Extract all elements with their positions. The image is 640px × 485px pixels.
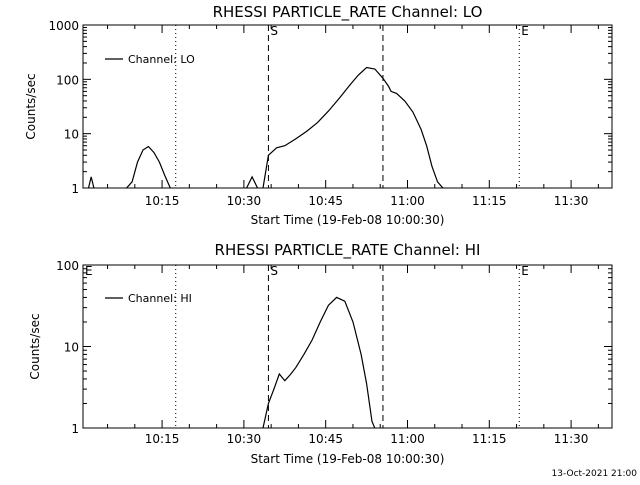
legend-label: Channel: HI	[128, 292, 192, 305]
x-axis-label-2: Start Time (19-Feb-08 10:00:30)	[251, 452, 445, 466]
series-line-channello	[126, 145, 171, 189]
x-tick-label: 11:15	[472, 194, 507, 208]
x-tick-label: 10:30	[227, 194, 262, 208]
marker-label: S	[270, 264, 278, 278]
footer-timestamp: 13-Oct-2021 21:00	[552, 469, 638, 479]
x-axis-label-1: Start Time (19-Feb-08 10:00:30)	[251, 213, 445, 227]
x-tick-label: 10:45	[308, 194, 343, 208]
marker-label: E	[521, 24, 529, 38]
y-axis-label-2: Counts/sec	[28, 313, 42, 379]
series-line-channelhi	[262, 296, 376, 429]
y-axis-label-1: Counts/sec	[24, 73, 38, 139]
plot-frame-2	[82, 264, 613, 429]
x-tick-label: 10:45	[308, 432, 343, 446]
chart-title-1: RHESSI PARTICLE_RATE Channel: LO	[213, 3, 483, 22]
series-line-channello	[87, 176, 95, 189]
series-line-channello	[262, 66, 444, 189]
x-tick-label: 11:30	[554, 194, 589, 208]
legend-label: Channel: LO	[128, 53, 195, 66]
marker-label: S	[270, 24, 278, 38]
marker-label: E	[85, 264, 93, 278]
y-tick-label: 1	[71, 422, 79, 436]
series-line-channello	[246, 175, 259, 189]
x-tick-label: 11:30	[554, 432, 589, 446]
marker-label: E	[521, 264, 529, 278]
y-tick-label: 100	[56, 73, 79, 87]
y-tick-label: 10	[64, 128, 79, 142]
plot-frame-1	[82, 24, 613, 189]
x-tick-label: 11:00	[390, 432, 425, 446]
y-tick-label: 1	[71, 182, 79, 196]
y-tick-label: 1000	[48, 19, 79, 33]
x-tick-label: 10:30	[227, 432, 262, 446]
x-tick-label: 10:15	[145, 432, 180, 446]
y-tick-label: 10	[64, 341, 79, 355]
y-tick-label: 100	[56, 259, 79, 273]
x-tick-label: 11:15	[472, 432, 507, 446]
x-tick-label: 11:00	[390, 194, 425, 208]
chart-title-2: RHESSI PARTICLE_RATE Channel: HI	[215, 241, 481, 260]
x-tick-label: 10:15	[145, 194, 180, 208]
